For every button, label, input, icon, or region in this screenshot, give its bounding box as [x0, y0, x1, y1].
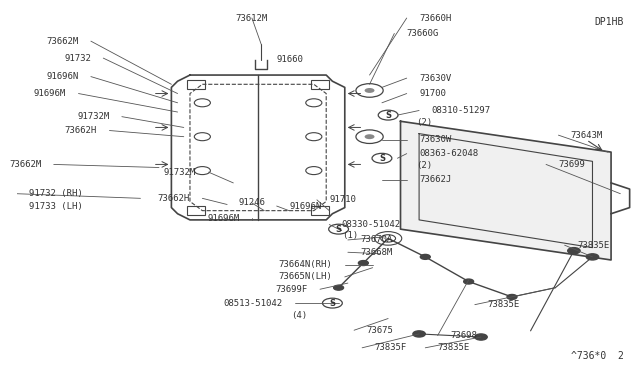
Bar [187, 80, 205, 89]
Circle shape [507, 295, 517, 299]
Text: 91660: 91660 [276, 55, 303, 64]
Text: 91732M: 91732M [77, 112, 109, 121]
Text: ^736*0  2: ^736*0 2 [571, 350, 623, 360]
Polygon shape [401, 121, 611, 260]
Text: 73675: 73675 [367, 326, 394, 335]
Text: 91732M: 91732M [164, 168, 196, 177]
Text: 91733 (LH): 91733 (LH) [29, 202, 83, 211]
Text: 91696N: 91696N [46, 72, 79, 81]
Text: DP1HB: DP1HB [594, 17, 623, 27]
Text: 73670A: 73670A [360, 235, 392, 244]
Text: 73660G: 73660G [406, 29, 439, 38]
Text: 91696M: 91696M [34, 89, 66, 98]
Text: 73612M: 73612M [236, 13, 268, 23]
Bar [187, 206, 205, 215]
Text: 08330-51042: 08330-51042 [342, 220, 401, 229]
Text: 91700: 91700 [419, 89, 446, 98]
Text: 91732 (RH): 91732 (RH) [29, 189, 83, 198]
Text: 73699: 73699 [559, 160, 586, 169]
Circle shape [365, 88, 374, 93]
Text: 73630V: 73630V [419, 74, 451, 83]
Text: 73835F: 73835F [374, 343, 407, 352]
Text: 73643M: 73643M [571, 131, 603, 140]
Text: (1): (1) [342, 231, 358, 240]
Text: S: S [335, 225, 342, 234]
Circle shape [586, 254, 598, 260]
Text: 73662M: 73662M [9, 160, 42, 169]
Text: 73660H: 73660H [419, 13, 451, 23]
Text: 91246: 91246 [239, 198, 266, 208]
Text: 73835E: 73835E [487, 300, 520, 309]
Text: 73699F: 73699F [275, 285, 308, 294]
Circle shape [420, 254, 430, 259]
Circle shape [358, 260, 368, 266]
Text: 73835E: 73835E [577, 241, 609, 250]
Circle shape [413, 331, 426, 337]
Text: 73630W: 73630W [419, 135, 451, 144]
Text: 73664N(RH): 73664N(RH) [278, 260, 332, 269]
Text: S: S [385, 110, 391, 120]
Text: 91696N: 91696N [289, 202, 321, 211]
Bar [311, 206, 330, 215]
Text: 08310-51297: 08310-51297 [431, 106, 491, 115]
Text: 73662M: 73662M [46, 37, 79, 46]
Text: 73662J: 73662J [419, 175, 451, 185]
Text: 08363-62048: 08363-62048 [419, 149, 478, 158]
Text: S: S [379, 154, 385, 163]
Text: S: S [330, 299, 335, 308]
Text: (2): (2) [416, 118, 432, 127]
Text: 73665N(LH): 73665N(LH) [278, 272, 332, 281]
Text: 91732: 91732 [64, 54, 91, 62]
Text: (2): (2) [416, 161, 432, 170]
Text: 73662H: 73662H [157, 194, 190, 203]
Text: 73835E: 73835E [438, 343, 470, 352]
Text: 73698: 73698 [450, 331, 477, 340]
Text: 73662H: 73662H [65, 126, 97, 135]
Circle shape [568, 248, 580, 254]
Circle shape [333, 285, 344, 290]
Text: (4): (4) [291, 311, 308, 320]
Circle shape [463, 279, 474, 284]
Circle shape [475, 334, 487, 340]
Text: 91696M: 91696M [207, 214, 239, 223]
Text: 08513-51042: 08513-51042 [224, 299, 283, 308]
Bar [311, 80, 330, 89]
Text: 73668M: 73668M [360, 248, 392, 257]
Circle shape [365, 134, 374, 139]
Text: 91710: 91710 [330, 195, 356, 204]
